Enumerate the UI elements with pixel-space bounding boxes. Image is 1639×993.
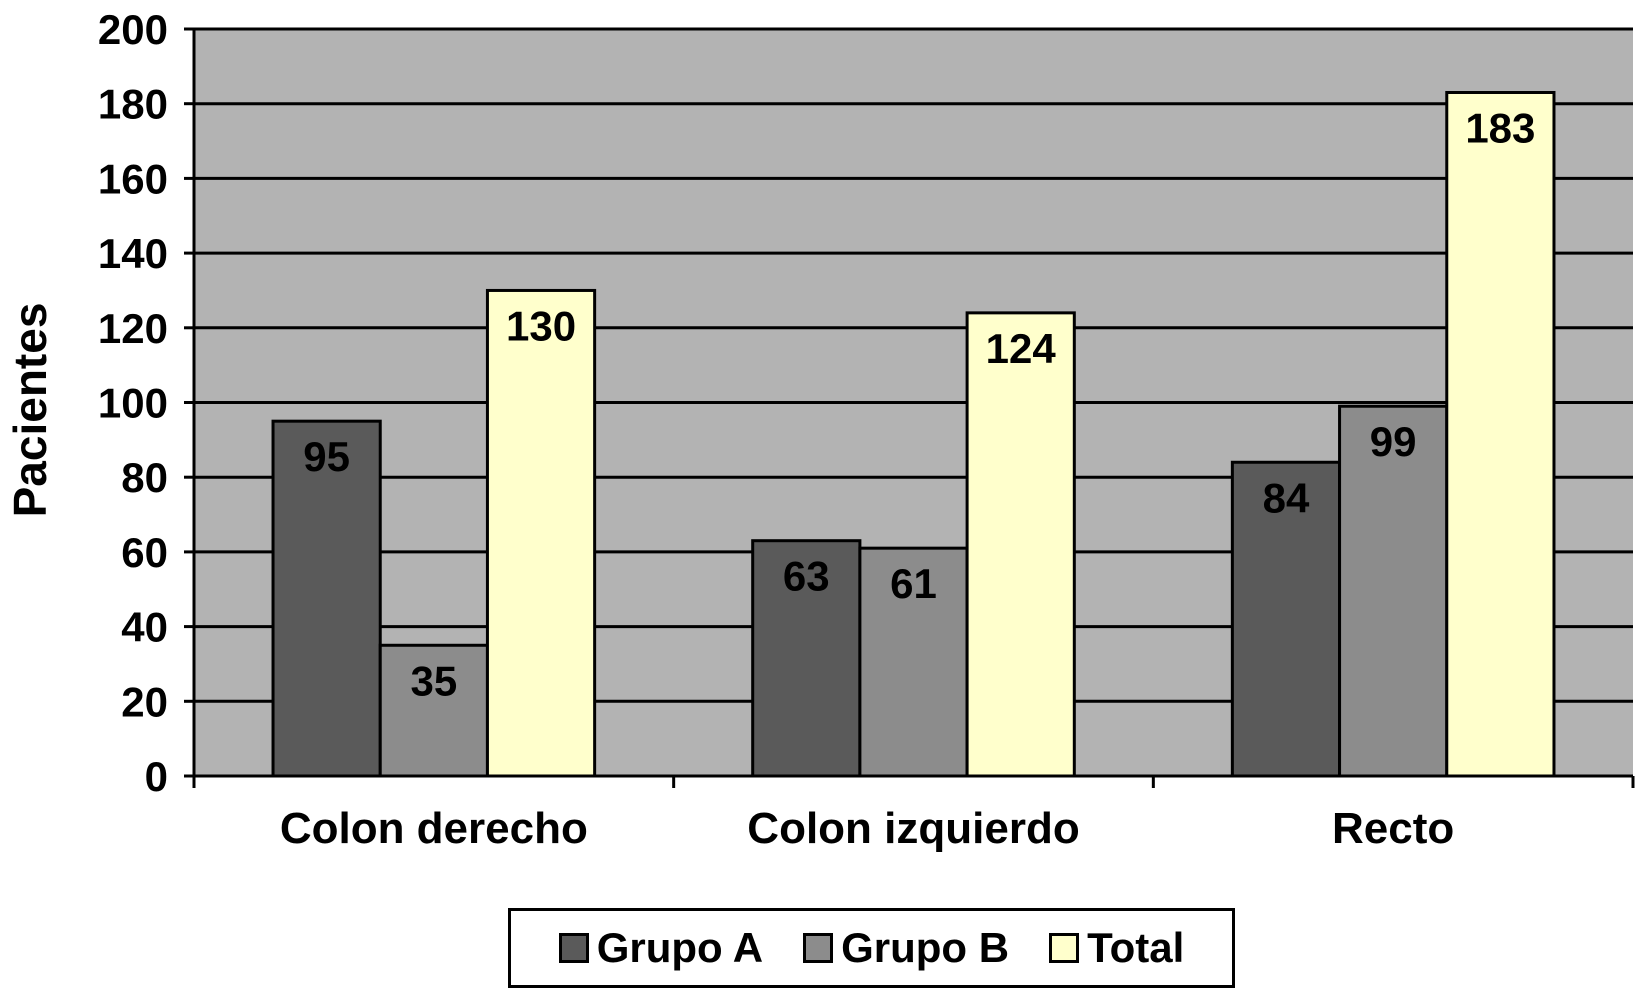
x-tick-label: Colon derecho	[280, 804, 588, 853]
legend-label: Grupo A	[596, 924, 764, 971]
y-tick-label: 60	[121, 529, 168, 576]
bar	[1338, 404, 1449, 778]
legend-swatch	[558, 933, 589, 963]
y-tick-label: 160	[98, 155, 168, 202]
x-tick-labels: Colon derecho Colon izquierdo Recto	[280, 804, 1454, 853]
data-label: 99	[1370, 418, 1417, 465]
y-tick-label: 120	[98, 305, 168, 352]
y-tick-label: 180	[98, 81, 168, 128]
y-tick-label: 140	[98, 230, 168, 277]
data-label: 35	[410, 657, 457, 704]
bars: 95 35 130 63 61 124 84 99 183	[271, 90, 1556, 778]
bar	[965, 311, 1076, 778]
x-tick-label: Recto	[1332, 804, 1454, 853]
legend: Grupo A Grupo B Total	[508, 908, 1235, 988]
legend-swatch	[1049, 933, 1080, 963]
data-label: 84	[1263, 474, 1310, 521]
bar	[271, 419, 382, 778]
data-label: 95	[303, 433, 350, 480]
y-tick-label: 0	[145, 753, 168, 800]
data-label: 183	[1465, 104, 1535, 151]
y-tick-labels: 0 20 40 60 80 100 120 140 160 180 200	[98, 6, 168, 800]
y-tick-label: 200	[98, 6, 168, 53]
legend-item: Grupo B	[803, 924, 1009, 972]
legend-label: Total	[1087, 924, 1185, 971]
y-tick-label: 100	[98, 380, 168, 427]
bar	[751, 539, 862, 778]
data-label: 124	[986, 325, 1057, 372]
y-tick-label: 20	[121, 678, 168, 725]
y-tick-label: 40	[121, 604, 168, 651]
x-tick-label: Colon izquierdo	[747, 804, 1079, 853]
bar	[485, 288, 597, 778]
data-label: 63	[783, 553, 830, 600]
y-axis-label: Pacientes	[4, 303, 56, 518]
data-label: 61	[890, 560, 937, 607]
bar	[1445, 90, 1556, 778]
axes	[184, 27, 1635, 788]
bar	[1230, 460, 1342, 778]
legend-swatch	[803, 933, 834, 963]
legend-label: Grupo B	[841, 924, 1010, 971]
legend-item: Grupo A	[558, 924, 764, 972]
data-label: 130	[506, 302, 576, 349]
y-tick-label: 80	[121, 454, 168, 501]
legend-item: Total	[1049, 924, 1184, 972]
